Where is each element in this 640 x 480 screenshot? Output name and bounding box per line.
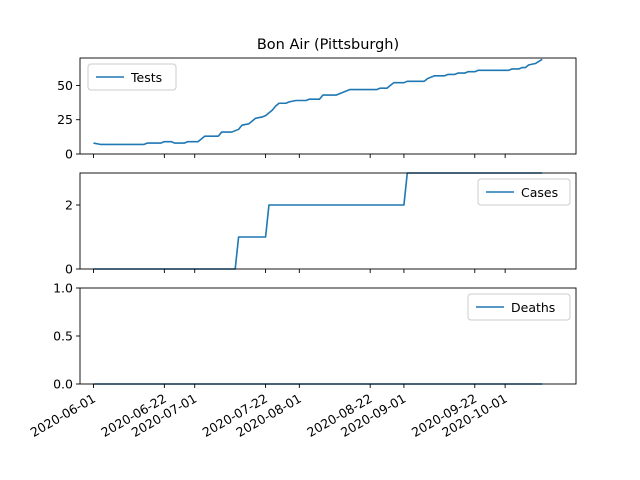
x-tick-label: 2020-06-01: [28, 391, 98, 440]
y-tick-label: 0: [65, 262, 73, 277]
legend-box: [477, 178, 571, 206]
legend-label: Tests: [130, 70, 162, 85]
series-line-cases: [93, 172, 543, 270]
chart-title: Bon Air (Pittsburgh): [257, 37, 399, 53]
axes-frame: [79, 57, 577, 155]
series-line-tests: [93, 58, 543, 146]
chart-panels: 0 25 50 Tests 0 2 Cases 0.0 0.5 1.0 Deaths: [53, 57, 577, 392]
y-tick-label: 25: [57, 112, 73, 127]
y-tick-label: 2: [65, 198, 73, 213]
legend-label: Cases: [521, 185, 558, 200]
legend-box: [87, 63, 177, 91]
y-tick-label: 0.0: [53, 377, 73, 392]
y-tick-label: 0: [65, 147, 73, 162]
y-tick-label: 0.5: [53, 329, 73, 344]
legend-label: Deaths: [511, 300, 555, 315]
panel-deaths: 0.0 0.5 1.0 Deaths: [53, 281, 577, 392]
legend-box: [467, 293, 571, 321]
y-tick-label: 50: [57, 78, 73, 93]
y-tick-label: 1.0: [53, 281, 73, 296]
panel-cases: 0 2 Cases: [65, 172, 577, 277]
axes-frame: [79, 172, 577, 270]
panel-tests: 0 25 50 Tests: [57, 57, 577, 162]
